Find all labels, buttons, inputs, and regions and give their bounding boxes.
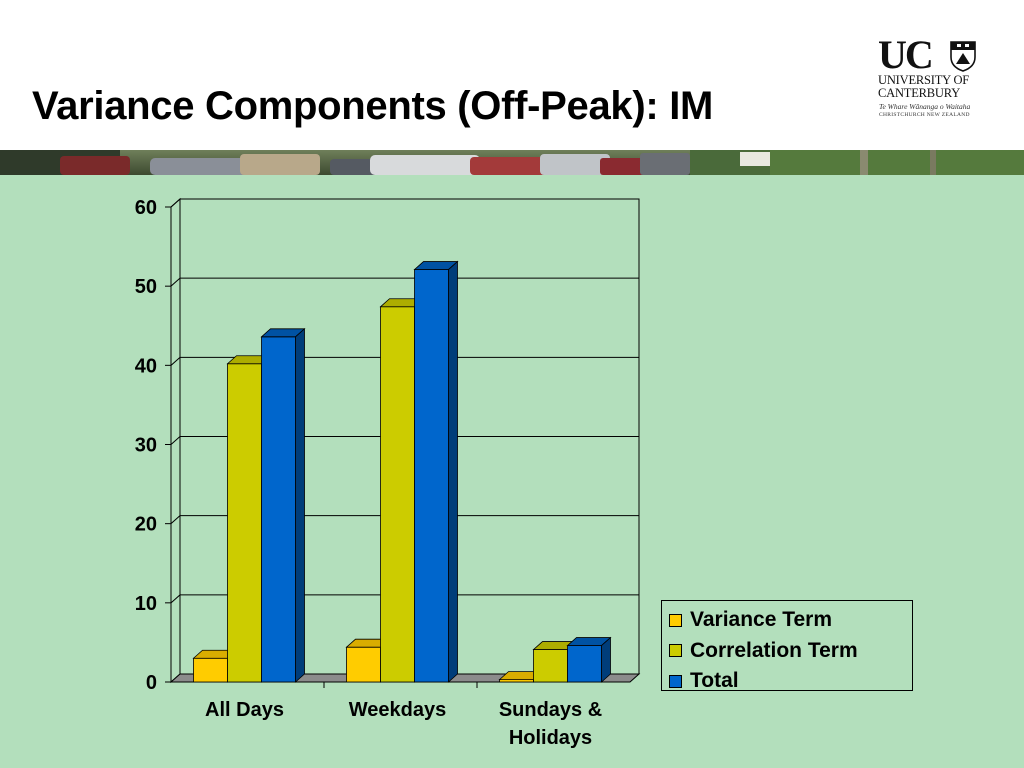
y-tick-label: 10 bbox=[135, 593, 157, 615]
bar-total-weekdays bbox=[414, 269, 449, 683]
bar-side-total-sundays-holidays bbox=[601, 636, 611, 683]
bar-variance-term-all-days bbox=[193, 657, 228, 683]
logo-maori-name: Te Whare Wānanga o Waitaha bbox=[879, 102, 971, 111]
university-logo: UC UNIVERSITY OF CANTERBURY Te Whare Wān… bbox=[876, 32, 986, 122]
gridline-depth bbox=[170, 436, 181, 445]
slide-title: Variance Components (Off-Peak): IM bbox=[32, 84, 714, 128]
legend-item-total: Total bbox=[669, 666, 912, 697]
slide-header: Variance Components (Off-Peak): IM UC UN… bbox=[0, 0, 1024, 150]
bar-variance-term-weekdays bbox=[346, 646, 381, 683]
gridline-depth bbox=[170, 356, 181, 366]
legend-swatch-variance-term bbox=[669, 613, 682, 627]
gridline-depth bbox=[170, 277, 181, 287]
legend-label: Variance Term bbox=[690, 608, 833, 632]
y-tick-label: 20 bbox=[135, 514, 157, 536]
legend-swatch-correlation-term bbox=[669, 644, 682, 658]
gridline-depth bbox=[170, 198, 181, 208]
legend-item-correlation-term: Correlation Term bbox=[669, 636, 912, 667]
chart-area: 0 10 20 30 40 50 60 All Days Weekdays Sundays & Ho… bbox=[0, 175, 1024, 768]
legend-item-variance-term: Variance Term bbox=[669, 605, 912, 636]
x-category-label: Sundays & bbox=[499, 699, 602, 721]
gridline-depth bbox=[170, 515, 181, 525]
logo-canterbury: CANTERBURY bbox=[878, 86, 961, 100]
bar-side-total-weekdays bbox=[448, 260, 458, 683]
y-tick-label: 30 bbox=[135, 435, 157, 457]
y-tick-label: 60 bbox=[135, 197, 157, 219]
logo-university-of: UNIVERSITY OF bbox=[878, 73, 970, 87]
logo-location: CHRISTCHURCH NEW ZEALAND bbox=[879, 112, 970, 118]
x-category-label: Holidays bbox=[509, 727, 592, 749]
legend-swatch-total bbox=[669, 674, 682, 688]
y-tick-label: 0 bbox=[146, 672, 157, 694]
logo-monogram: UC bbox=[878, 32, 934, 77]
crest-icon bbox=[950, 41, 976, 72]
header-photo-strip bbox=[0, 150, 1024, 175]
bar-correlation-term-weekdays bbox=[380, 306, 415, 683]
gridline-depth bbox=[170, 594, 181, 604]
bar-total-sundays-holidays bbox=[567, 645, 602, 683]
bar-side-total-all-days bbox=[295, 327, 305, 683]
bar-total-all-days bbox=[261, 336, 296, 683]
y-tick-label: 50 bbox=[135, 276, 157, 298]
chart-legend: Variance Term Correlation Term Total bbox=[661, 600, 913, 692]
x-category-label: All Days bbox=[205, 699, 284, 721]
y-tick-label: 40 bbox=[135, 355, 157, 377]
bar-correlation-term-sundays-holidays bbox=[533, 649, 568, 683]
bar-chart: 0 10 20 30 40 50 60 All Days Weekdays Sundays & Ho… bbox=[135, 197, 641, 749]
x-category-label: Weekdays bbox=[349, 699, 446, 721]
bar-correlation-term-all-days bbox=[227, 363, 262, 683]
traffic-photo bbox=[0, 150, 1024, 175]
legend-label: Total bbox=[690, 669, 739, 693]
legend-label: Correlation Term bbox=[690, 638, 858, 662]
